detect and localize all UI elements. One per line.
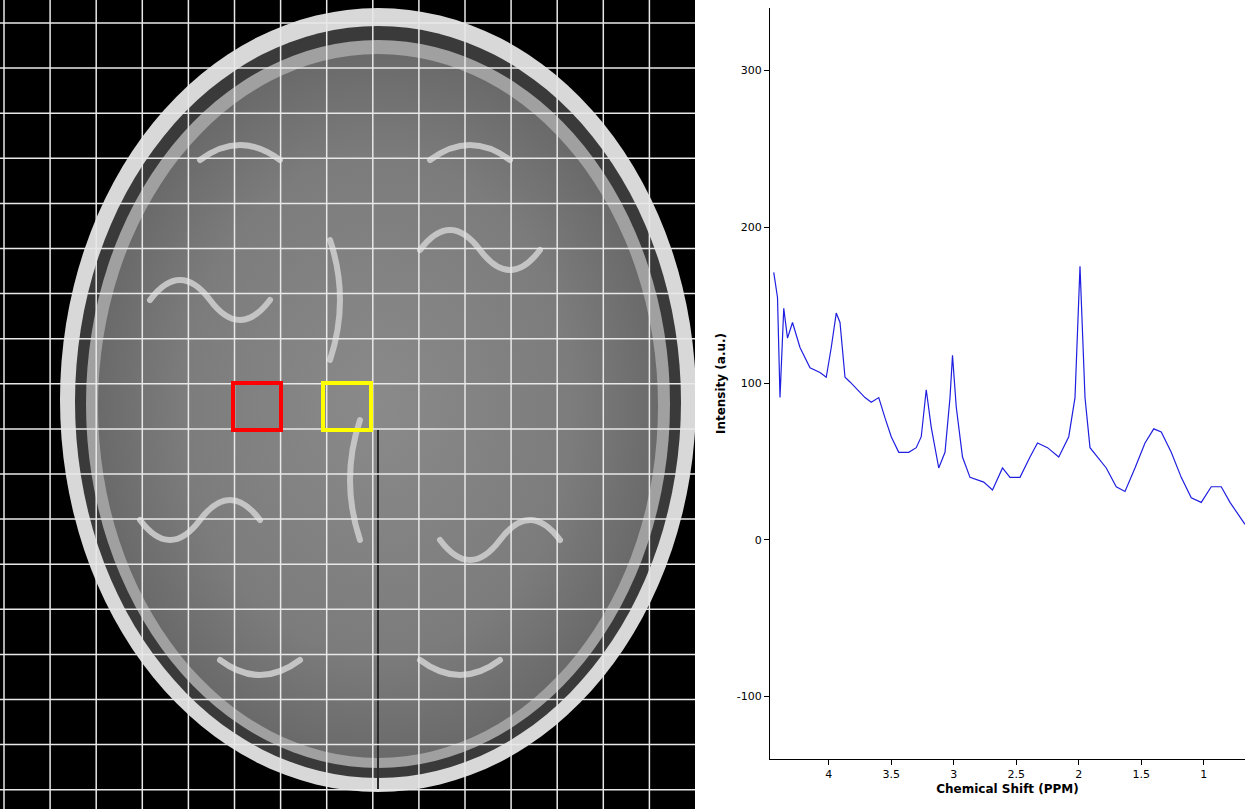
svg-text:1.5: 1.5 [1133,768,1151,781]
svg-text:200: 200 [741,221,762,234]
svg-text:Chemical Shift (PPM): Chemical Shift (PPM) [936,782,1079,796]
svg-text:2.5: 2.5 [1008,768,1026,781]
svg-text:3.5: 3.5 [883,768,901,781]
svg-text:4: 4 [825,768,832,781]
svg-text:300: 300 [741,64,762,77]
svg-text:100: 100 [741,377,762,390]
svg-text:0: 0 [755,534,762,547]
svg-text:-100: -100 [737,690,762,703]
svg-text:Intensity (a.u.): Intensity (a.u.) [714,333,728,434]
svg-text:3: 3 [950,768,957,781]
svg-text:1: 1 [1200,768,1207,781]
svg-text:2: 2 [1075,768,1082,781]
